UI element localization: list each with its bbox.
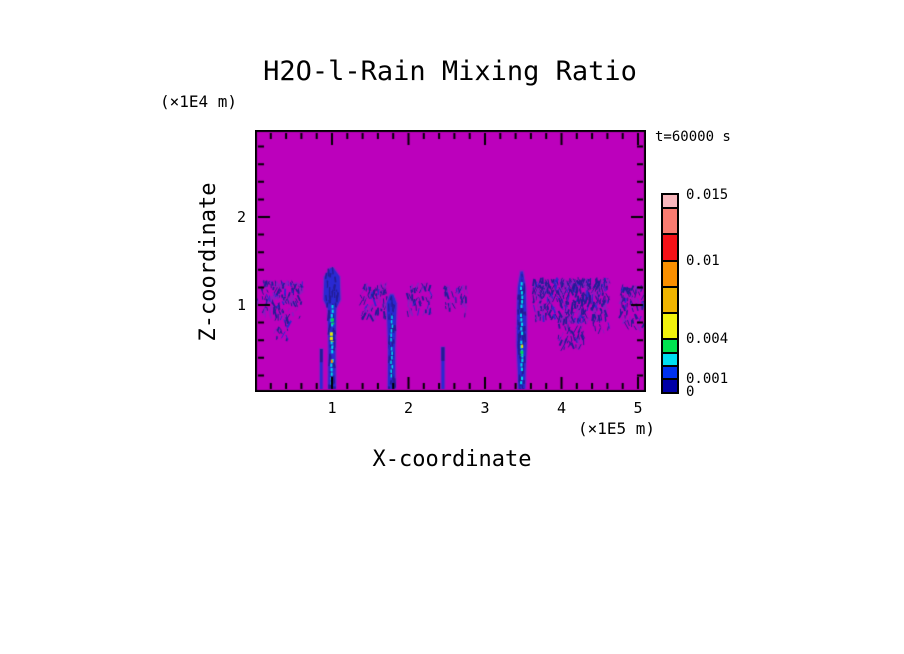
x-axis-title: X-coordinate xyxy=(372,447,532,472)
colorbar-divider xyxy=(663,285,677,288)
x-tick-label: 2 xyxy=(403,399,414,417)
colorbar xyxy=(661,193,679,394)
colorbar-divider xyxy=(663,351,677,354)
colorbar-tick-label: 0.004 xyxy=(686,331,729,348)
colorbar-segment xyxy=(663,208,677,235)
colorbar-segment xyxy=(663,352,677,366)
colorbar-segment xyxy=(663,286,677,314)
colorbar-segment xyxy=(663,260,677,287)
x-tick-label: 1 xyxy=(327,399,337,417)
colorbar-divider xyxy=(663,364,677,367)
colorbar-segment xyxy=(663,365,677,379)
colorbar-divider xyxy=(663,338,677,341)
colorbar-segment xyxy=(663,195,677,209)
colorbar-divider xyxy=(663,233,677,236)
x-tick-label: 3 xyxy=(480,399,490,417)
plot-area-canvas xyxy=(255,130,646,392)
colorbar-divider xyxy=(663,259,677,262)
colorbar-segment xyxy=(663,378,677,392)
x-tick-label: 5 xyxy=(633,399,643,417)
z-tick-label: 2 xyxy=(236,208,246,226)
colorbar-divider xyxy=(663,207,677,210)
colorbar-tick-label: 0.015 xyxy=(686,187,729,203)
colorbar-segment xyxy=(663,339,677,353)
time-annotation: t=60000 s xyxy=(655,129,731,145)
x-tick-label: 4 xyxy=(556,399,567,417)
z-axis-title: Z-coordinate xyxy=(196,182,221,342)
colorbar-tick-label: 0.01 xyxy=(686,252,720,269)
colorbar-segment xyxy=(663,313,677,340)
colorbar-tick-label: 0.001 xyxy=(686,370,729,387)
colorbar-divider xyxy=(663,312,677,315)
z-tick-label: 1 xyxy=(236,296,246,314)
colorbar-segment xyxy=(663,234,677,261)
plot-title: H2O-l-Rain Mixing Ratio xyxy=(263,56,637,87)
x-axis-unit-label: (×1E5 m) xyxy=(577,419,655,438)
colorbar-tick-label: 0 xyxy=(686,384,695,400)
z-axis-unit-label: (×1E4 m) xyxy=(160,92,238,111)
colorbar-divider xyxy=(663,377,677,380)
